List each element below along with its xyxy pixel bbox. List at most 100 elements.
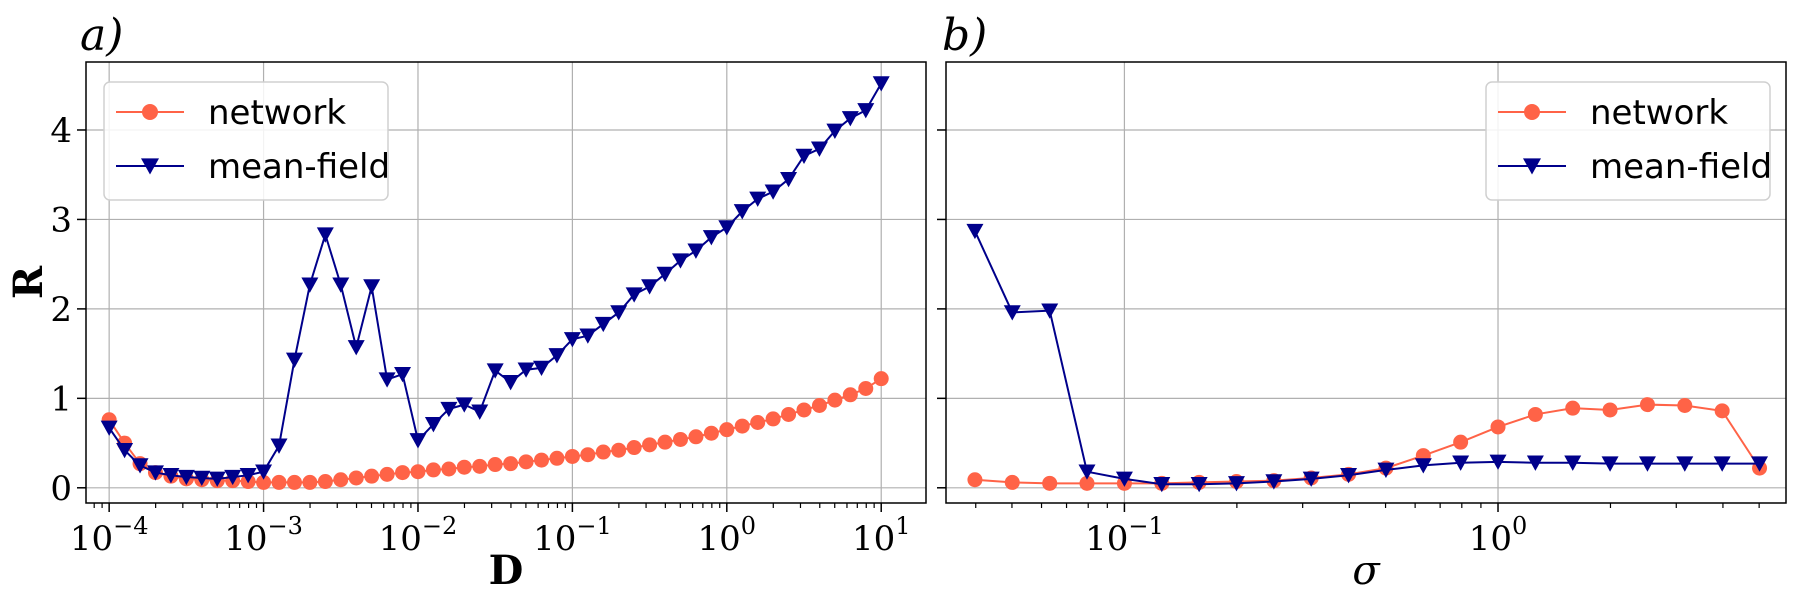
data-point-mean-field bbox=[1115, 471, 1133, 487]
data-point-mean-field bbox=[193, 470, 211, 487]
data-point-mean-field bbox=[671, 253, 689, 269]
data-point-network bbox=[487, 457, 503, 473]
data-point-mean-field bbox=[301, 277, 319, 293]
x-tick-base: 10 bbox=[224, 519, 267, 559]
data-point-mean-field bbox=[1452, 455, 1470, 471]
x-tick-label: 100 bbox=[698, 512, 757, 559]
x-axis-label: D bbox=[489, 547, 524, 594]
y-tick-label: 0 bbox=[50, 469, 72, 509]
x-tick-label: 10−3 bbox=[224, 512, 303, 559]
y-tick-label: 1 bbox=[50, 379, 72, 419]
data-point-mean-field bbox=[1153, 476, 1171, 493]
data-point-mean-field bbox=[579, 328, 597, 344]
data-point-network bbox=[672, 431, 688, 447]
y-tick-label: 3 bbox=[50, 200, 72, 240]
x-tick-label: 100 bbox=[1469, 512, 1528, 559]
data-point-network bbox=[657, 434, 673, 450]
data-point-network bbox=[626, 440, 642, 456]
data-point-mean-field bbox=[177, 469, 195, 486]
data-point-mean-field bbox=[841, 111, 859, 127]
data-point-network bbox=[333, 472, 349, 488]
data-point-mean-field bbox=[594, 316, 612, 333]
data-point-mean-field bbox=[409, 433, 427, 449]
data-point-network bbox=[734, 418, 750, 434]
data-point-mean-field bbox=[764, 184, 782, 200]
data-point-mean-field bbox=[533, 360, 551, 377]
x-tick-base: 10 bbox=[698, 519, 741, 559]
legend-item-network: network bbox=[1498, 93, 1728, 133]
data-point-network bbox=[503, 456, 519, 472]
data-point-mean-field bbox=[486, 363, 504, 379]
data-point-network bbox=[410, 464, 426, 480]
data-point-mean-field bbox=[146, 465, 164, 481]
data-point-network bbox=[441, 461, 457, 477]
legend-item-mean-field: mean-field bbox=[116, 147, 390, 187]
data-point-mean-field bbox=[1489, 454, 1507, 470]
data-point-network bbox=[256, 474, 272, 490]
x-axis-label: σ bbox=[1352, 548, 1381, 594]
data-point-mean-field bbox=[394, 366, 412, 383]
data-point-network bbox=[286, 474, 302, 490]
x-tick-base: 10 bbox=[1469, 519, 1512, 559]
data-point-network bbox=[302, 474, 318, 490]
legend-marker-circle bbox=[142, 104, 158, 120]
data-point-network bbox=[1042, 475, 1058, 491]
data-point-mean-field bbox=[563, 332, 581, 348]
data-point-mean-field bbox=[966, 223, 984, 240]
y-axis-label: R bbox=[5, 265, 52, 299]
data-point-mean-field bbox=[810, 141, 828, 157]
x-tick-exponent: −1 bbox=[576, 512, 611, 540]
data-point-network bbox=[1079, 475, 1095, 491]
data-point-mean-field bbox=[455, 397, 473, 413]
data-point-mean-field bbox=[347, 340, 365, 356]
x-tick-base: 10 bbox=[70, 519, 113, 559]
data-point-mean-field bbox=[285, 352, 303, 368]
data-point-network bbox=[827, 392, 843, 408]
data-point-mean-field bbox=[1414, 458, 1432, 474]
legend-label: network bbox=[208, 93, 346, 133]
data-point-mean-field bbox=[1676, 456, 1694, 472]
legend-marker-triangle bbox=[1523, 158, 1541, 175]
data-point-mean-field bbox=[100, 420, 118, 436]
data-point-mean-field bbox=[749, 191, 767, 207]
x-tick-exponent: −3 bbox=[268, 512, 303, 540]
data-point-network bbox=[472, 458, 488, 474]
legend: network mean-field bbox=[1485, 81, 1772, 201]
data-point-network bbox=[379, 466, 395, 482]
legend-item-mean-field: mean-field bbox=[1498, 147, 1772, 187]
data-point-network bbox=[564, 448, 580, 464]
data-point-mean-field bbox=[1526, 455, 1544, 471]
data-point-mean-field bbox=[162, 468, 180, 484]
data-point-mean-field bbox=[131, 458, 149, 474]
x-tick-label: 10−2 bbox=[379, 512, 458, 559]
data-point-network bbox=[549, 450, 565, 466]
data-point-network bbox=[765, 411, 781, 427]
data-point-mean-field bbox=[1564, 455, 1582, 471]
x-tick-base: 10 bbox=[533, 519, 576, 559]
x-tick-exponent: −4 bbox=[113, 512, 148, 540]
data-point-network bbox=[642, 437, 658, 453]
data-point-network bbox=[858, 381, 874, 397]
x-tick-label: 10−1 bbox=[533, 512, 612, 559]
y-tick-label: 4 bbox=[50, 111, 72, 151]
data-point-network bbox=[842, 387, 858, 403]
x-tick-base: 10 bbox=[1085, 519, 1128, 559]
series-line-mean-field bbox=[974, 230, 1760, 486]
data-point-mean-field bbox=[332, 277, 350, 293]
data-point-network bbox=[1565, 400, 1581, 416]
x-tick-exponent: 0 bbox=[741, 512, 756, 540]
data-point-mean-field bbox=[1041, 303, 1059, 319]
data-point-mean-field bbox=[378, 372, 396, 388]
data-point-mean-field bbox=[733, 204, 751, 220]
data-point-mean-field bbox=[1713, 456, 1731, 472]
x-tick-exponent: 0 bbox=[1512, 512, 1527, 540]
data-point-network bbox=[1602, 402, 1618, 418]
x-tick-base: 10 bbox=[379, 519, 422, 559]
data-point-network bbox=[395, 465, 411, 481]
data-point-network bbox=[719, 422, 735, 438]
data-point-mean-field bbox=[363, 279, 381, 295]
data-point-network bbox=[873, 371, 889, 387]
data-point-network bbox=[811, 397, 827, 413]
data-point-mean-field bbox=[1078, 464, 1096, 480]
